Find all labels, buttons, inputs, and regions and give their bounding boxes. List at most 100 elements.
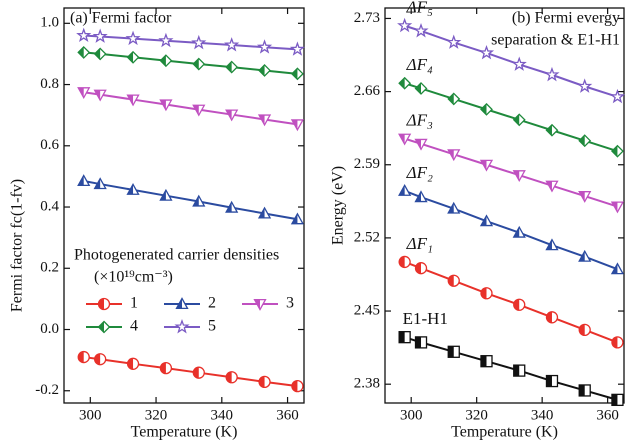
marker-fill — [399, 134, 405, 145]
y-tick-label: 2.45 — [354, 302, 380, 318]
data-point — [93, 47, 107, 61]
y-tick-label: 2.52 — [354, 229, 380, 245]
marker-fill — [415, 82, 422, 94]
marker-fill — [399, 331, 405, 343]
data-point — [126, 50, 140, 64]
data-point — [447, 345, 460, 358]
marker-fill — [94, 90, 101, 101]
marker-fill — [513, 227, 520, 238]
data-point — [578, 384, 591, 397]
data-point — [94, 353, 107, 366]
data-point — [126, 94, 140, 107]
panel-title: (a) Fermi factor — [70, 10, 172, 27]
series-line — [404, 82, 618, 153]
marker-fill — [78, 351, 84, 363]
data-point — [544, 66, 560, 82]
marker-fill — [399, 77, 405, 89]
marker-fill — [480, 287, 487, 299]
marker-outline — [191, 34, 207, 50]
marker-outline — [609, 88, 626, 104]
marker-fill — [513, 114, 520, 126]
marker-fill — [546, 239, 552, 250]
data-point — [578, 134, 592, 148]
marker-fill — [415, 191, 422, 202]
y-tick-label: -0.2 — [35, 382, 59, 398]
data-point — [397, 17, 413, 33]
marker-fill — [193, 105, 199, 116]
series-label: ΔF₃ — [406, 111, 433, 130]
series-label: ΔF₁ — [406, 234, 433, 253]
data-point — [609, 88, 626, 104]
marker-fill — [546, 375, 552, 387]
data-point — [577, 78, 593, 93]
data-point — [447, 149, 461, 162]
series-line — [83, 180, 298, 221]
x-tick-label: 300 — [400, 407, 423, 423]
marker-fill — [611, 202, 618, 213]
legend-marker — [97, 297, 111, 311]
data-point — [93, 89, 107, 102]
data-point — [414, 138, 428, 151]
data-point — [578, 323, 591, 337]
y-tick-label: 2.38 — [354, 376, 380, 392]
marker-fill — [226, 61, 232, 73]
legend-label: 3 — [286, 295, 294, 312]
x-tick-label: 340 — [531, 407, 554, 423]
data-point — [125, 30, 141, 46]
marker-fill — [176, 298, 182, 309]
marker-fill — [98, 321, 104, 333]
data-point — [76, 27, 92, 43]
data-point — [93, 177, 107, 190]
marker-fill — [415, 139, 422, 150]
marker-fill — [611, 336, 618, 348]
marker-fill — [480, 215, 487, 226]
marker-fill — [78, 175, 84, 186]
marker-fill — [415, 262, 422, 274]
marker-outline — [158, 32, 174, 48]
data-point — [447, 274, 460, 287]
marker-fill — [259, 207, 265, 218]
marker-fill — [226, 371, 232, 383]
data-point — [224, 37, 240, 52]
data-point — [126, 183, 140, 195]
marker-fill — [291, 68, 298, 80]
legend-marker — [174, 319, 190, 334]
marker-fill — [259, 64, 265, 76]
marker-fill — [78, 46, 84, 58]
marker-fill — [259, 115, 265, 125]
marker-fill — [513, 299, 520, 311]
data-point — [480, 102, 493, 116]
data-point — [545, 238, 559, 251]
legend-marker — [97, 320, 111, 334]
data-point — [545, 180, 559, 193]
data-point — [77, 87, 91, 100]
data-point — [159, 54, 173, 68]
marker-outline — [478, 44, 495, 60]
series-label: E1-H1 — [403, 309, 448, 328]
data-point — [512, 225, 526, 238]
data-point — [258, 375, 271, 389]
marker-fill — [193, 367, 199, 379]
data-point — [414, 262, 428, 275]
marker-fill — [513, 170, 520, 181]
series-label: ΔF₅ — [406, 0, 433, 17]
marker-fill — [546, 124, 552, 136]
data-point — [225, 109, 239, 122]
marker-outline — [76, 27, 92, 43]
legend-label: 5 — [208, 318, 216, 335]
data-point — [159, 188, 173, 201]
data-point — [610, 201, 625, 214]
x-axis-label: Temperature (K) — [451, 424, 558, 441]
data-point — [398, 76, 412, 90]
data-point — [578, 191, 592, 203]
marker-fill — [94, 178, 101, 189]
legend-title: Photogenerated carrier densities — [74, 247, 279, 264]
data-point — [413, 23, 429, 38]
data-point — [290, 212, 305, 225]
marker-fill — [127, 95, 134, 106]
marker-outline — [224, 37, 240, 52]
marker-fill — [513, 365, 520, 377]
y-tick-label: 0.0 — [40, 321, 59, 337]
data-point — [256, 39, 273, 54]
